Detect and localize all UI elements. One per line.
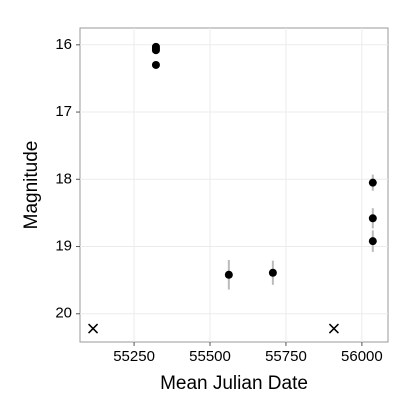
limit-marker	[328, 323, 339, 334]
point	[268, 268, 277, 277]
plot-panel	[79, 27, 389, 343]
y-axis-title: Magnitude	[21, 141, 42, 230]
x-tick-label: 56000	[341, 348, 383, 365]
point	[368, 178, 377, 187]
x-tick-label: 55750	[265, 348, 307, 365]
x-tick-label: 55250	[113, 348, 155, 365]
y-tick-label: 16	[55, 36, 72, 53]
point	[151, 46, 160, 55]
point	[224, 270, 233, 279]
x-axis-title: Mean Julian Date	[160, 373, 308, 394]
y-tick-label: 17	[55, 103, 72, 120]
y-tick-label: 18	[55, 170, 72, 187]
point	[151, 60, 160, 69]
limit-marker	[88, 323, 99, 334]
point	[368, 214, 377, 223]
y-tick-label: 19	[55, 237, 72, 254]
y-tick-label: 20	[55, 305, 72, 322]
point	[368, 237, 377, 246]
x-tick-label: 55500	[189, 348, 231, 365]
